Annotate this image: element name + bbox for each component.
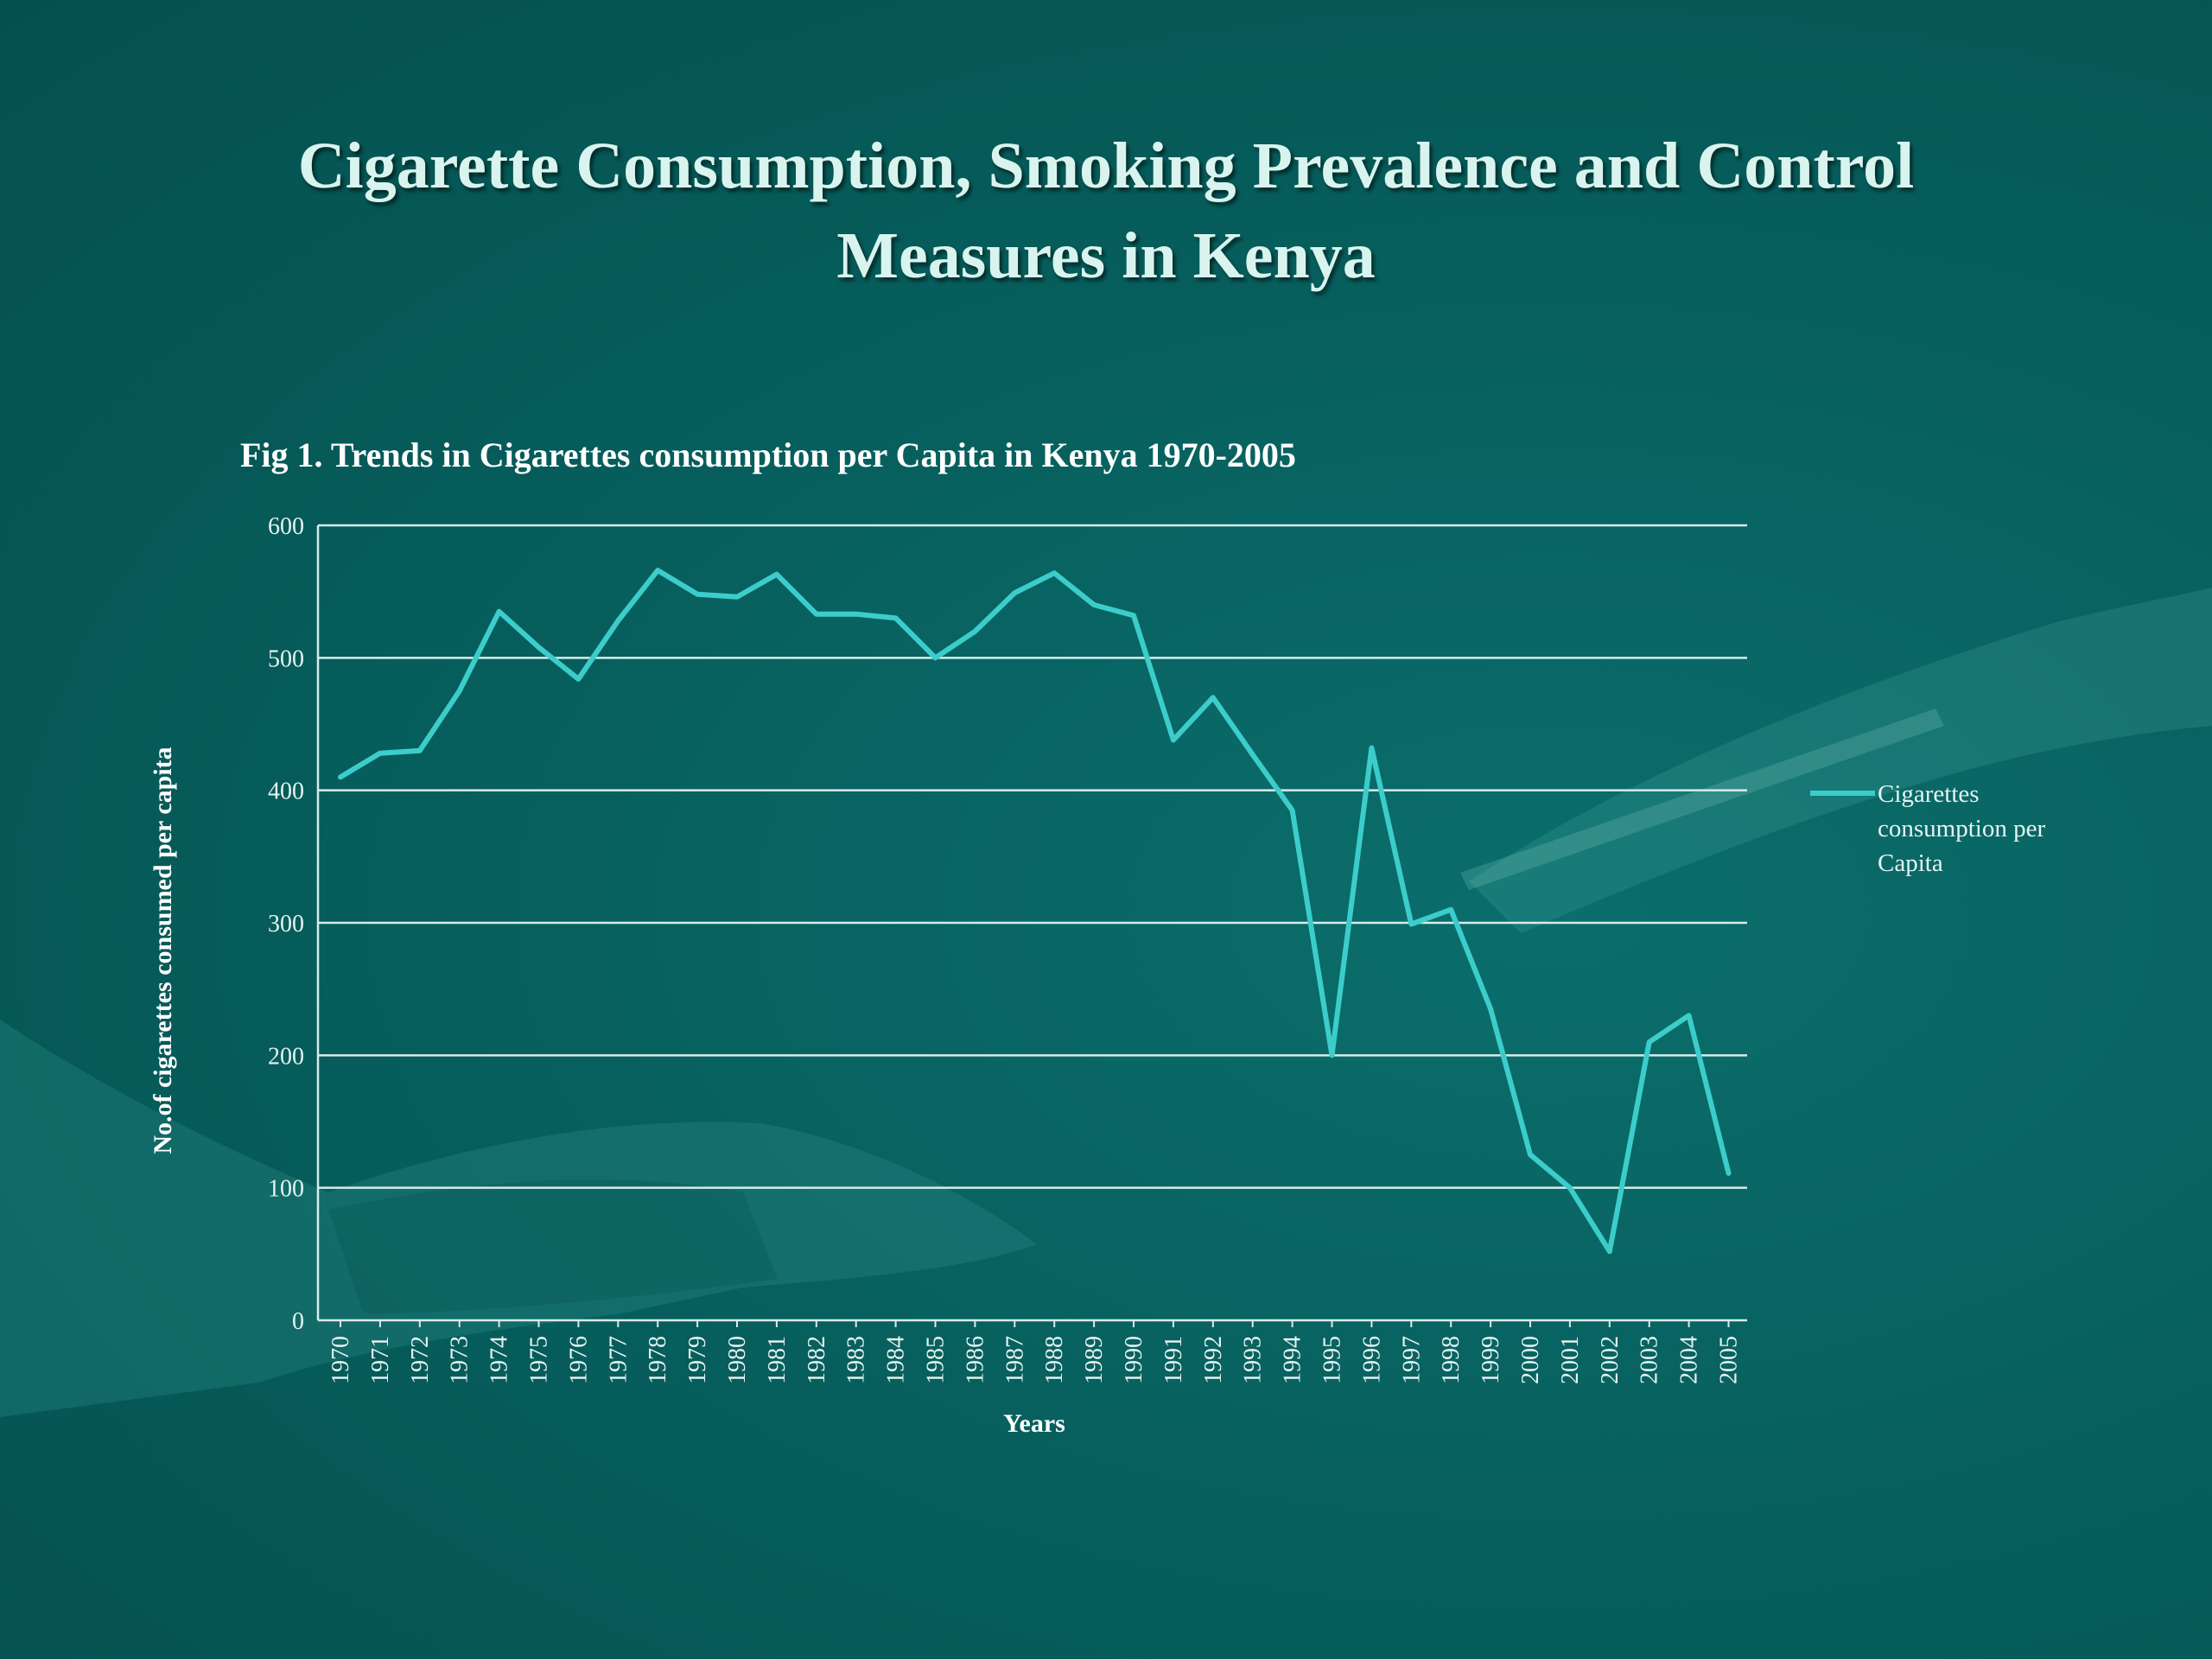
- chart-title: Fig 1. Trends in Cigarettes consumption …: [240, 435, 1296, 474]
- legend-label: Cigarettes consumption per Capita: [1878, 780, 2051, 877]
- x-tick-label-1997: 1997: [1398, 1336, 1425, 1384]
- x-tick-label-2003: 2003: [1637, 1336, 1663, 1384]
- x-tick-label-1972: 1972: [407, 1336, 434, 1384]
- hand-silhouette-left-shadow: [328, 1179, 778, 1313]
- x-tick-label-1995: 1995: [1319, 1336, 1346, 1384]
- x-tick-label-1984: 1984: [883, 1336, 910, 1384]
- legend-label-line-2: consumption per: [1878, 815, 2045, 842]
- x-tick-label-1986: 1986: [962, 1336, 988, 1384]
- x-tick-label-1987: 1987: [1001, 1336, 1028, 1384]
- x-tick-label-1980: 1980: [724, 1336, 751, 1384]
- x-tick-label-1990: 1990: [1121, 1336, 1147, 1384]
- x-tick-label-1970: 1970: [327, 1336, 354, 1384]
- slide-title: Cigarette Consumption, Smoking Prevalenc…: [0, 121, 2212, 301]
- y-axis-label: No.of cigarettes consumed per capita: [149, 747, 177, 1154]
- x-tick-label-1994: 1994: [1280, 1336, 1306, 1384]
- grid-lines: [318, 524, 1747, 1322]
- x-tick-label-1991: 1991: [1160, 1336, 1187, 1384]
- x-tick-label-1975: 1975: [526, 1336, 553, 1384]
- legend-label-line-3: Capita: [1878, 849, 1943, 877]
- x-tick-label-2000: 2000: [1517, 1336, 1544, 1384]
- x-tick-label-1982: 1982: [804, 1336, 830, 1384]
- x-tick-label-2002: 2002: [1597, 1336, 1624, 1384]
- y-tick-labels: 0 100 200 300 400 500 600: [268, 513, 304, 1335]
- x-tick-label-1976: 1976: [565, 1336, 592, 1384]
- y-tick-label-0: 0: [292, 1308, 304, 1335]
- y-tick-label-100: 100: [268, 1176, 304, 1203]
- legend-label-line-1: Cigarettes: [1878, 780, 1980, 808]
- y-tick-label-200: 200: [268, 1043, 304, 1070]
- y-tick-label-400: 400: [268, 779, 304, 805]
- x-tick-label-1974: 1974: [486, 1336, 513, 1384]
- x-tick-label-1971: 1971: [367, 1336, 394, 1384]
- x-tick-labels: 1970 1971 1972 1973 1974 1975 1976 1977 1978 1979…: [327, 1336, 1743, 1384]
- x-tick-label-1999: 1999: [1478, 1336, 1504, 1384]
- x-tick-label-1983: 1983: [843, 1336, 870, 1384]
- x-tick-label-1985: 1985: [923, 1336, 950, 1384]
- x-tick-label-1989: 1989: [1081, 1336, 1108, 1384]
- hand-silhouette-right: [1469, 588, 2212, 933]
- x-tick-marks: [340, 1320, 1730, 1327]
- cigarette-silhouette-right: [1460, 709, 1944, 890]
- x-tick-label-1996: 1996: [1358, 1336, 1385, 1384]
- x-tick-label-1977: 1977: [605, 1336, 632, 1384]
- series-line-cigarette-consumption: [338, 568, 1732, 1255]
- slide-title-line-2: Measures in Kenya: [836, 219, 1376, 292]
- x-tick-label-1988: 1988: [1041, 1336, 1068, 1384]
- y-tick-label-500: 500: [268, 645, 304, 672]
- x-tick-label-1979: 1979: [684, 1336, 711, 1384]
- x-axis-label: Years: [1003, 1409, 1065, 1438]
- x-tick-label-2005: 2005: [1716, 1336, 1743, 1384]
- x-tick-label-1978: 1978: [645, 1336, 671, 1384]
- x-tick-label-1992: 1992: [1200, 1336, 1227, 1384]
- x-tick-label-2004: 2004: [1676, 1336, 1703, 1384]
- x-tick-label-1981: 1981: [764, 1336, 791, 1384]
- x-tick-label-1998: 1998: [1438, 1336, 1465, 1384]
- legend: Cigarettes consumption per Capita: [1810, 780, 2051, 877]
- x-tick-label-1973: 1973: [447, 1336, 474, 1384]
- y-tick-label-300: 300: [268, 911, 304, 938]
- y-tick-label-600: 600: [268, 513, 304, 540]
- x-tick-label-1993: 1993: [1240, 1336, 1267, 1384]
- hand-silhouette-left: [0, 1020, 1037, 1417]
- x-tick-label-2001: 2001: [1557, 1336, 1584, 1384]
- slide-title-line-1: Cigarette Consumption, Smoking Prevalenc…: [297, 130, 1915, 202]
